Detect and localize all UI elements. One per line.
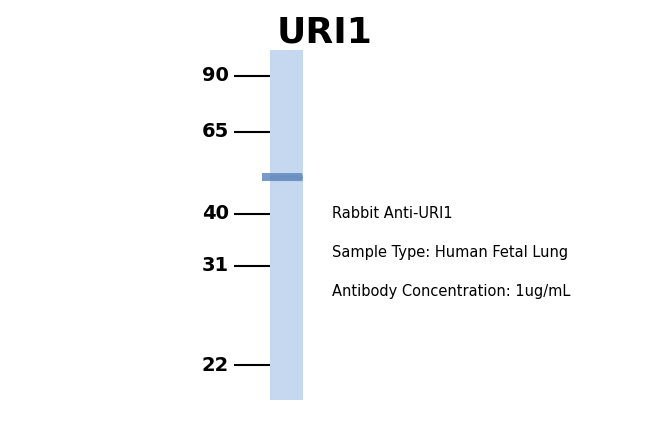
Text: 22: 22 <box>202 356 229 375</box>
Text: 31: 31 <box>202 256 229 275</box>
Text: Antibody Concentration: 1ug/mL: Antibody Concentration: 1ug/mL <box>332 284 570 299</box>
Bar <box>262 173 302 181</box>
Text: 90: 90 <box>202 66 229 85</box>
Text: 40: 40 <box>202 204 229 223</box>
Text: Sample Type: Human Fetal Lung: Sample Type: Human Fetal Lung <box>332 245 567 260</box>
Text: Rabbit Anti-URI1: Rabbit Anti-URI1 <box>332 206 452 221</box>
Text: URI1: URI1 <box>277 15 373 49</box>
Text: 65: 65 <box>202 122 229 141</box>
